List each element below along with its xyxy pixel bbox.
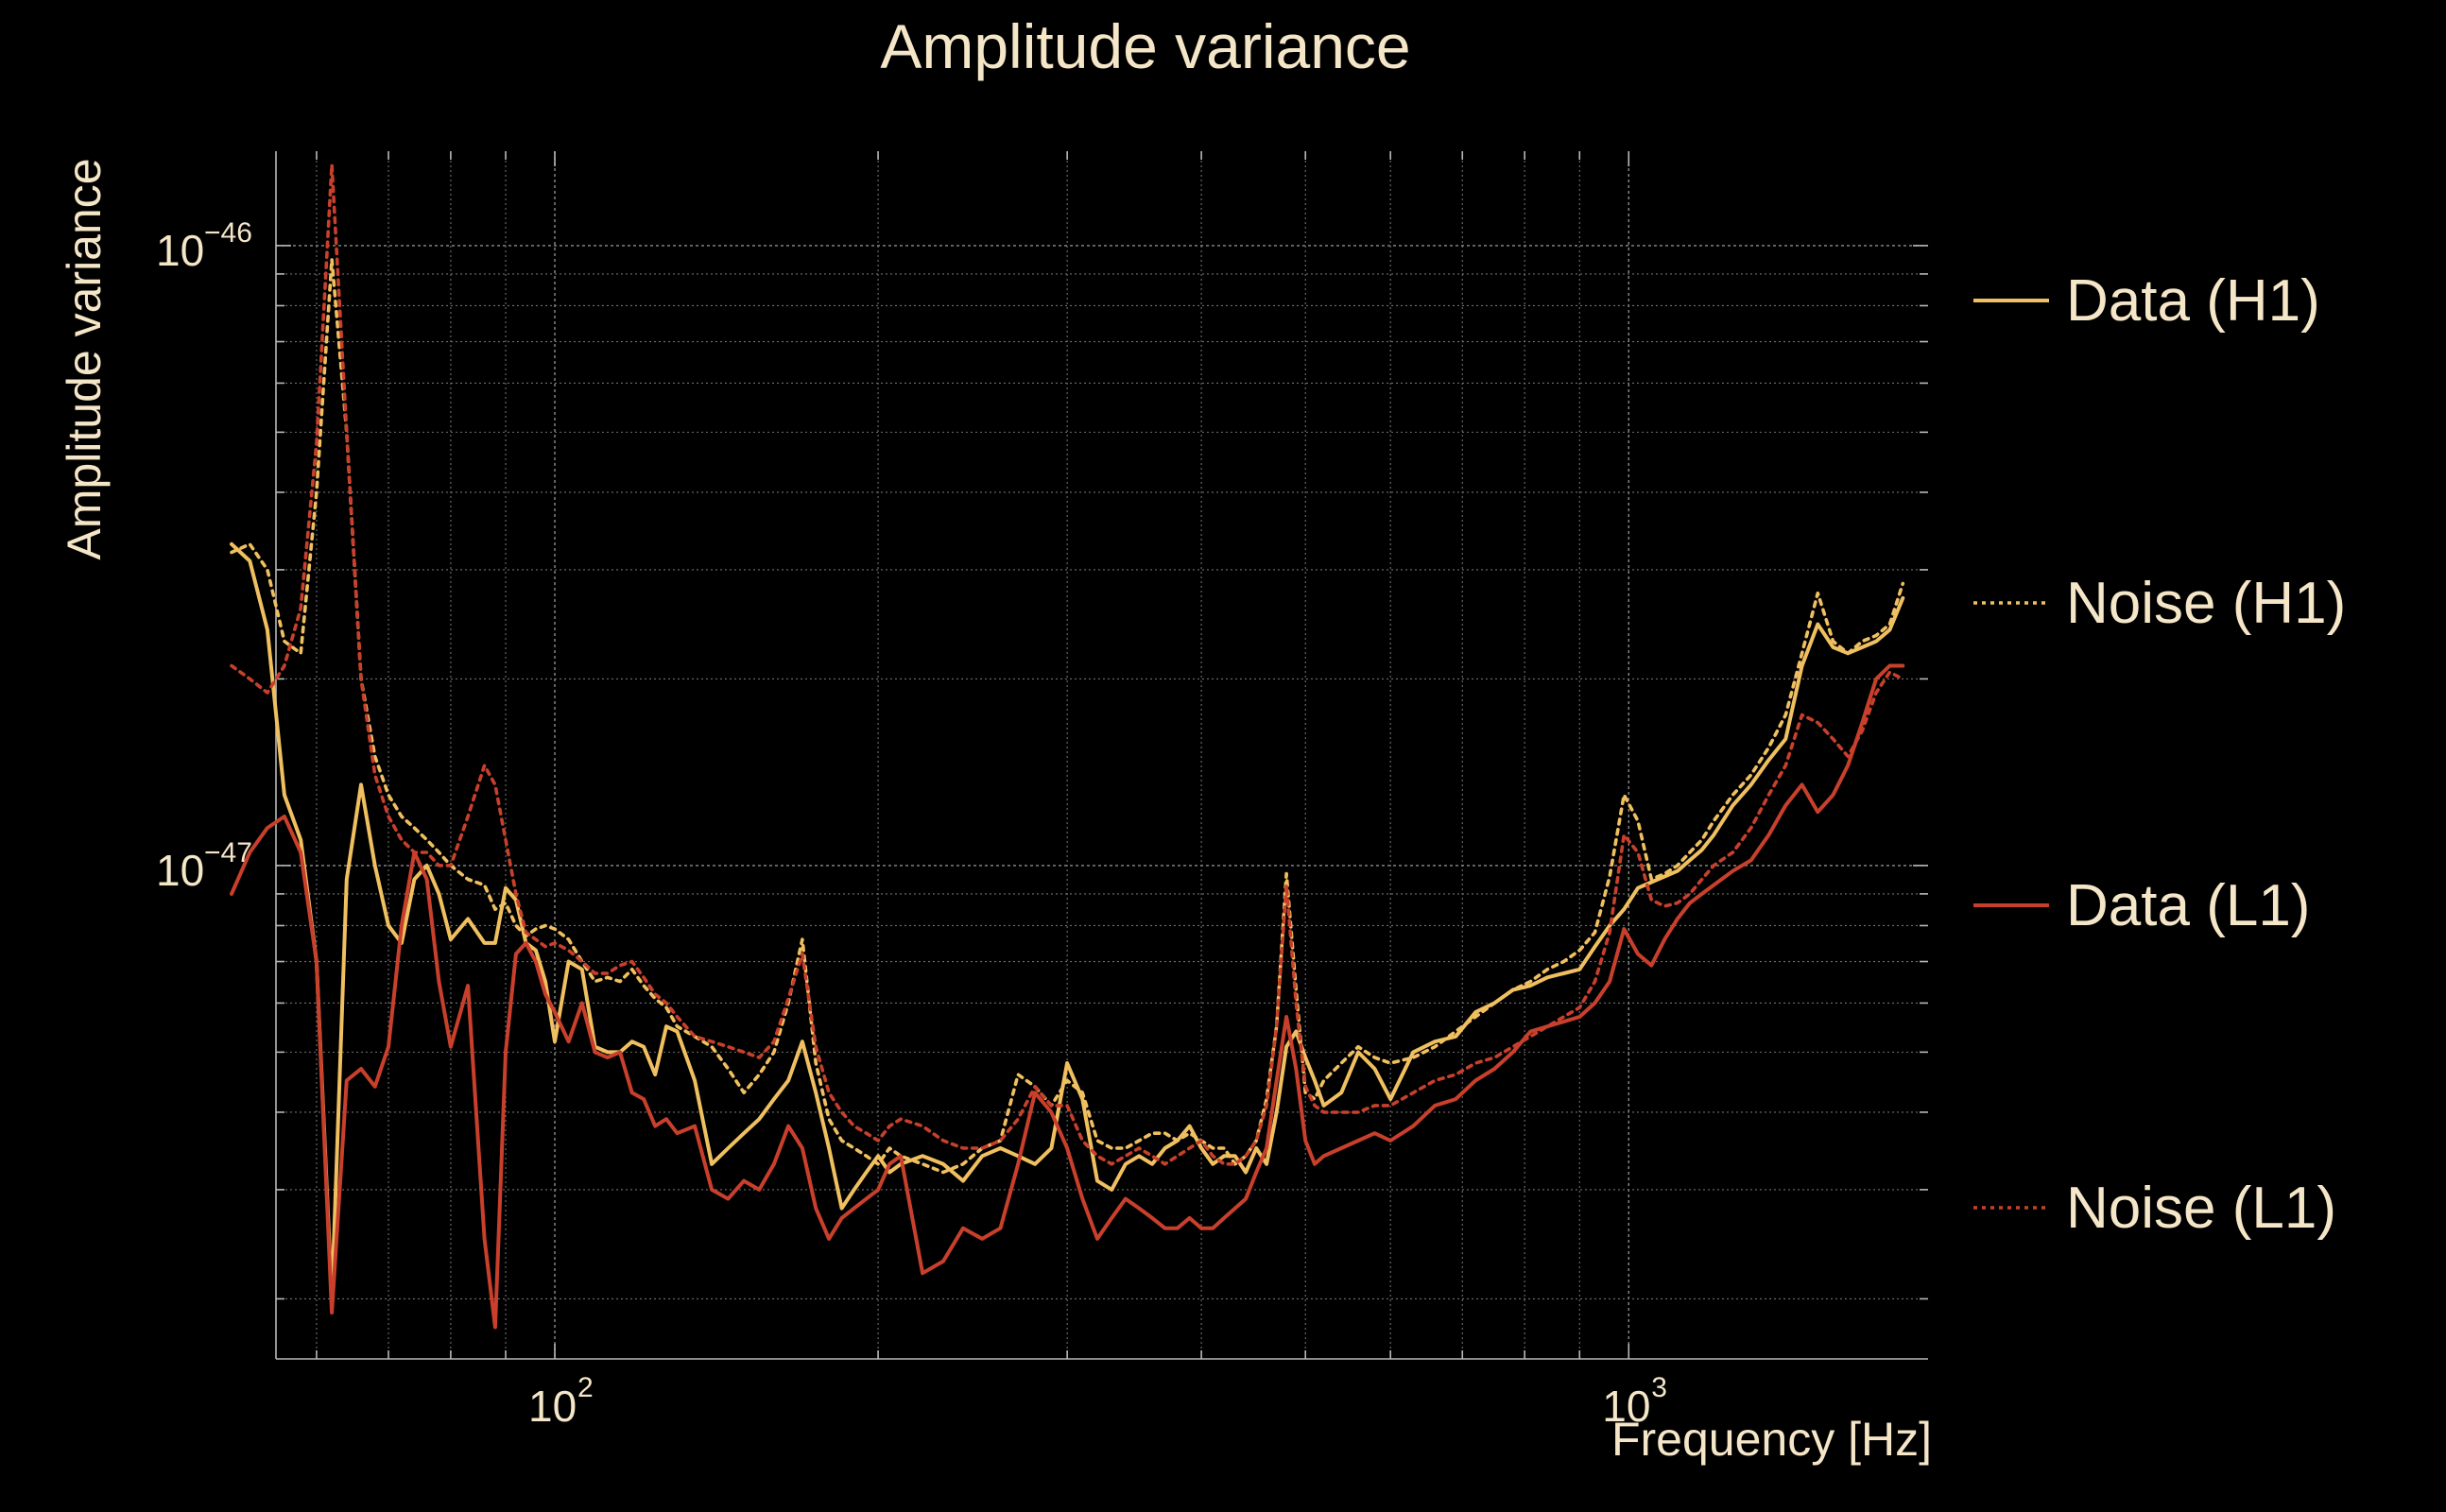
legend-label-noise-h1: Noise (H1) xyxy=(2066,571,2346,636)
series-line-data-l1 xyxy=(230,663,1905,1330)
x-axis-label: Frequency [Hz] xyxy=(1611,1413,1932,1466)
y-tick-label: 10 xyxy=(156,846,204,895)
axes-frame xyxy=(275,151,1928,1360)
series-line-noise-h1 xyxy=(230,257,1905,1175)
y-axis-label: Amplitude variance xyxy=(58,158,111,559)
series-lines xyxy=(230,163,1905,1330)
x-tick-exponent: 2 xyxy=(577,1372,594,1403)
y-tick-label: 10 xyxy=(156,226,204,275)
y-tick-exponent: −46 xyxy=(204,217,252,249)
legend-label-data-l1: Data (L1) xyxy=(2066,873,2310,938)
series-line-noise-l1 xyxy=(230,163,1905,1166)
x-tick-exponent: 3 xyxy=(1651,1372,1667,1403)
x-tick-label: 10 xyxy=(1602,1382,1650,1431)
legend: Data (H1) Noise (H1) Data (L1) Noise (L1) xyxy=(1973,268,2346,1241)
y-tick-exponent: −47 xyxy=(204,837,252,868)
grid-lines xyxy=(276,151,1928,1359)
chart-title: Amplitude variance xyxy=(880,11,1410,81)
legend-label-noise-l1: Noise (L1) xyxy=(2066,1176,2336,1241)
legend-label-data-h1: Data (H1) xyxy=(2066,268,2320,334)
x-tick-label: 10 xyxy=(528,1382,577,1431)
